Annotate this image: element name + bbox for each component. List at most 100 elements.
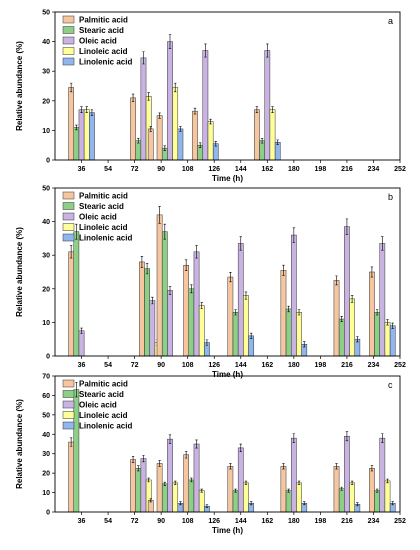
x-tick-label: 108 xyxy=(182,518,194,525)
x-tick-label: 90 xyxy=(157,518,165,525)
legend-label-linoleic-acid: Linoleic acid xyxy=(79,47,128,56)
y-tick-label: 10 xyxy=(42,490,50,497)
error-bar-palmitic-acid-216h xyxy=(335,463,338,470)
error-bar-oleic-acid-180h xyxy=(292,433,296,443)
x-tick-label: 72 xyxy=(131,518,139,525)
legend-label-linoleic-acid: Linoleic acid xyxy=(79,223,128,232)
legend-swatch-linoleic-acid xyxy=(62,47,75,55)
error-bar-oleic-acid-84h xyxy=(151,296,154,305)
legend-swatch-linoleic-acid xyxy=(62,223,75,231)
y-tick-label: 40 xyxy=(42,432,50,439)
error-bar-oleic-acid-114h xyxy=(195,245,198,259)
error-bar-linolenic-acid-240h xyxy=(391,501,394,506)
bar-oleic-acid-96h xyxy=(167,438,173,513)
legend-swatch-linolenic-acid xyxy=(62,421,75,430)
y-tick-label: 40 xyxy=(42,219,50,226)
bar-linoleic-acid-216h xyxy=(349,482,355,513)
legend-label-stearic-acid: Stearic acid xyxy=(79,26,124,35)
error-bar-palmitic-acid-216h xyxy=(335,275,338,286)
bar-palmitic-acid-96h xyxy=(156,214,163,357)
bar-linoleic-acid-114h xyxy=(198,490,205,513)
error-bar-oleic-acid-180h xyxy=(292,227,296,243)
plot-frame xyxy=(54,375,401,513)
y-axis-title: Relative abundance (%) xyxy=(15,41,24,131)
bar-stearic-acid-36h xyxy=(73,231,80,357)
y-tick-label: 20 xyxy=(42,286,50,293)
error-bar-linolenic-acid-240h xyxy=(391,322,394,329)
y-tick-label: 20 xyxy=(42,98,50,105)
error-bar-palmitic-acid-90h xyxy=(149,498,152,503)
bar-palmitic-acid-78h xyxy=(130,97,136,161)
bar-linoleic-acid-96h xyxy=(172,482,179,513)
bar-oleic-acid-162h xyxy=(264,50,271,161)
legend-label-stearic-acid: Stearic acid xyxy=(79,202,124,211)
bar-stearic-acid-96h xyxy=(161,483,168,513)
error-bar-linoleic-acid-240h xyxy=(386,478,389,484)
bar-oleic-acid-180h xyxy=(291,234,297,357)
error-bar-stearic-acid-120h xyxy=(198,142,202,148)
legend-swatch-oleic-acid xyxy=(62,36,75,45)
y-tick-label: 60 xyxy=(42,393,50,400)
error-bar-palmitic-acid-240h xyxy=(370,266,374,278)
x-tick-label: 198 xyxy=(315,362,327,369)
error-bar-linoleic-acid-240h xyxy=(386,319,389,326)
x-tick-label: 198 xyxy=(315,166,327,173)
x-tick-label: 216 xyxy=(341,166,353,173)
bar-linoleic-acid-114h xyxy=(198,305,205,357)
bar-oleic-acid-78h xyxy=(140,458,147,513)
x-tick-label: 126 xyxy=(208,166,220,173)
error-bar-stearic-acid-114h xyxy=(190,477,193,483)
bar-palmitic-acid-78h xyxy=(130,459,136,513)
x-tick-label: 180 xyxy=(288,518,300,525)
x-tick-label: 144 xyxy=(235,166,247,173)
error-bar-linolenic-acid-114h xyxy=(205,339,209,346)
error-bar-stearic-acid-180h xyxy=(287,305,290,313)
bar-palmitic-acid-180h xyxy=(280,270,287,357)
error-bar-palmitic-acid-36h xyxy=(69,245,73,259)
x-tick-label: 108 xyxy=(182,362,194,369)
bar-linoleic-acid-180h xyxy=(296,482,302,513)
bar-linoleic-acid-240h xyxy=(384,322,391,357)
error-bar-linoleic-acid-96h xyxy=(174,82,177,93)
error-bar-linolenic-acid-144h xyxy=(249,501,253,506)
error-bar-palmitic-acid-96h xyxy=(158,460,161,467)
bar-oleic-acid-84h xyxy=(149,300,156,357)
error-bar-palmitic-acid-240h xyxy=(370,465,374,472)
error-bar-stearic-acid-78h xyxy=(137,465,140,472)
y-tick-label: 50 xyxy=(42,412,50,419)
bar-palmitic-acid-84h xyxy=(139,261,145,357)
bar-stearic-acid-240h xyxy=(374,490,380,513)
x-tick-label: 90 xyxy=(157,362,165,369)
bar-oleic-acid-96h xyxy=(167,41,173,161)
error-bar-stearic-acid-36h xyxy=(75,124,78,131)
x-tick-label: 36 xyxy=(78,518,86,525)
error-bar-oleic-acid-144h xyxy=(239,236,242,251)
bar-palmitic-acid-96h xyxy=(156,463,163,513)
chart-panel-c: 36 54 72 90 108 126 144 162 180 198 216 234 252 0 10 20… xyxy=(15,374,406,536)
error-bar-palmitic-acid-84h xyxy=(140,255,144,268)
bar-oleic-acid-78h xyxy=(140,57,147,161)
bar-palmitic-acid-144h xyxy=(227,276,234,357)
error-bar-oleic-acid-216h xyxy=(345,218,349,235)
legend-label-linolenic-acid: Linolenic acid xyxy=(79,422,132,431)
bar-palmitic-acid-240h xyxy=(369,271,375,357)
x-axis-title: Time (h) xyxy=(212,174,243,183)
bar-stearic-acid-114h xyxy=(188,288,195,357)
bar-stearic-acid-144h xyxy=(232,312,239,357)
x-axis-title: Time (h) xyxy=(212,526,243,535)
error-bar-palmitic-acid-144h xyxy=(229,463,232,470)
error-bar-linoleic-acid-180h xyxy=(297,309,301,316)
error-bar-stearic-acid-96h xyxy=(163,481,166,486)
bar-palmitic-acid-180h xyxy=(280,466,287,513)
bar-oleic-acid-216h xyxy=(344,435,350,513)
error-bar-palmitic-acid-180h xyxy=(282,264,285,276)
error-bar-oleic-acid-240h xyxy=(381,433,384,443)
legend-label-linolenic-acid: Linolenic acid xyxy=(79,234,132,243)
bar-stearic-acid-78h xyxy=(135,140,142,161)
bar-palmitic-acid-114h xyxy=(183,265,189,357)
error-bar-oleic-acid-240h xyxy=(381,236,384,251)
bar-oleic-acid-114h xyxy=(193,251,200,357)
error-bar-stearic-acid-240h xyxy=(375,488,379,493)
legend-label-linolenic-acid: Linolenic acid xyxy=(79,58,132,67)
